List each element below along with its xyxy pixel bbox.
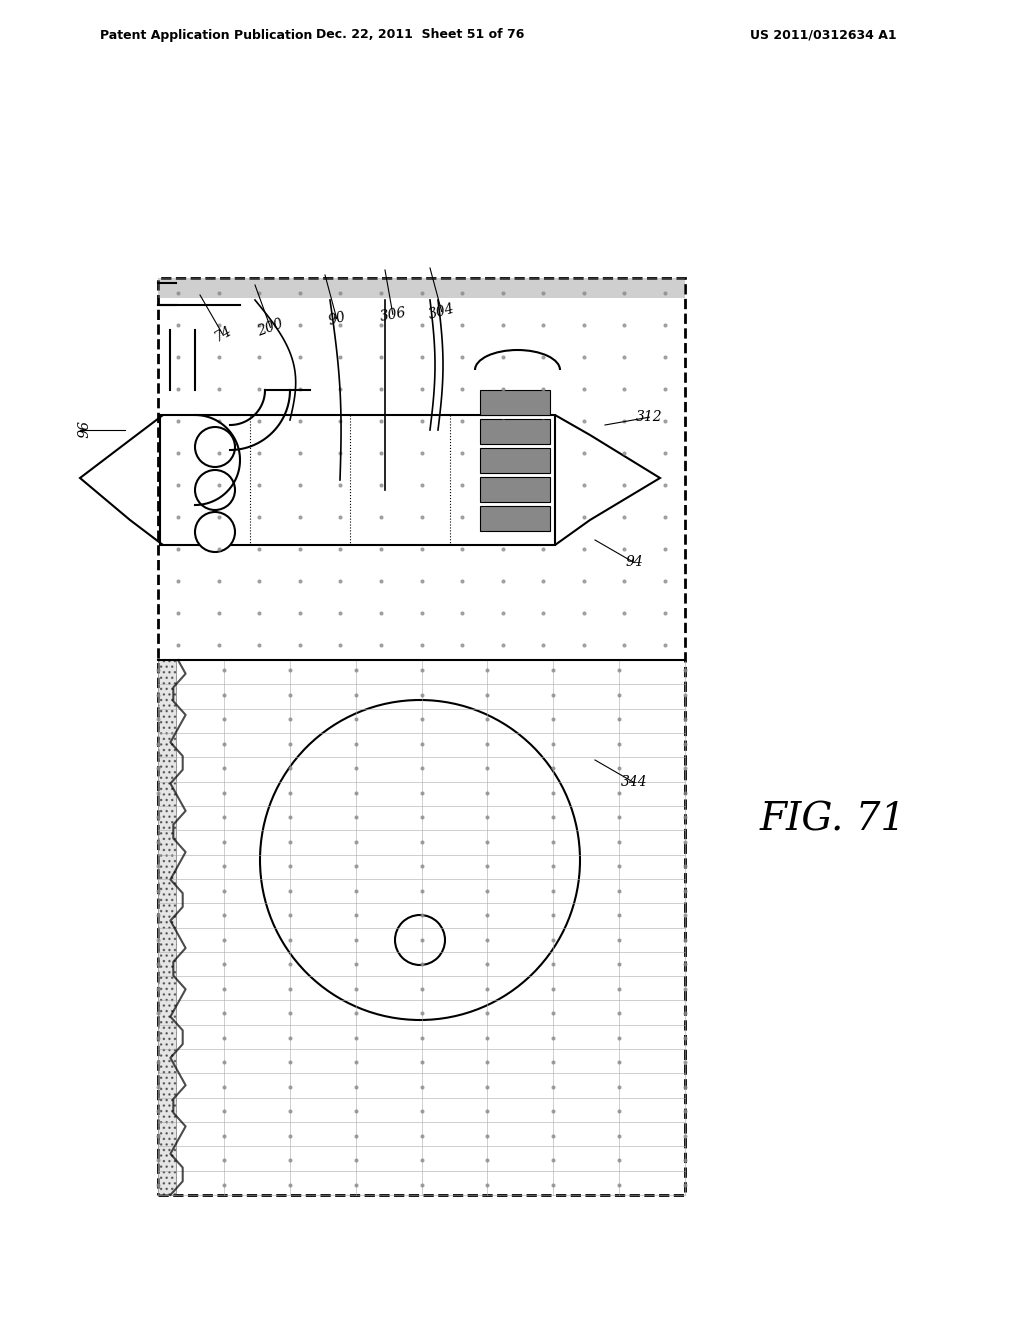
Bar <box>158 279 685 1195</box>
Text: 344: 344 <box>621 776 647 789</box>
Text: 306: 306 <box>379 305 408 323</box>
Bar <box>480 389 550 414</box>
Circle shape <box>195 470 234 510</box>
Text: 96: 96 <box>73 421 87 438</box>
Bar <box>158 279 685 298</box>
Bar <box>160 414 555 545</box>
Bar <box>480 506 550 531</box>
Text: 74: 74 <box>211 323 233 345</box>
Text: 312: 312 <box>636 411 663 424</box>
Text: 200: 200 <box>255 317 286 338</box>
Text: FIG. 71: FIG. 71 <box>760 801 906 838</box>
Text: 94: 94 <box>625 556 643 569</box>
Text: Patent Application Publication: Patent Application Publication <box>100 29 312 41</box>
Circle shape <box>195 512 234 552</box>
Text: Dec. 22, 2011  Sheet 51 of 76: Dec. 22, 2011 Sheet 51 of 76 <box>315 29 524 41</box>
Bar <box>480 418 550 444</box>
Text: 90: 90 <box>327 309 347 327</box>
Text: 304: 304 <box>427 301 457 322</box>
Bar <box>480 447 550 473</box>
Bar <box>158 660 176 1195</box>
Text: US 2011/0312634 A1: US 2011/0312634 A1 <box>750 29 897 41</box>
Circle shape <box>195 426 234 467</box>
Bar <box>480 477 550 502</box>
